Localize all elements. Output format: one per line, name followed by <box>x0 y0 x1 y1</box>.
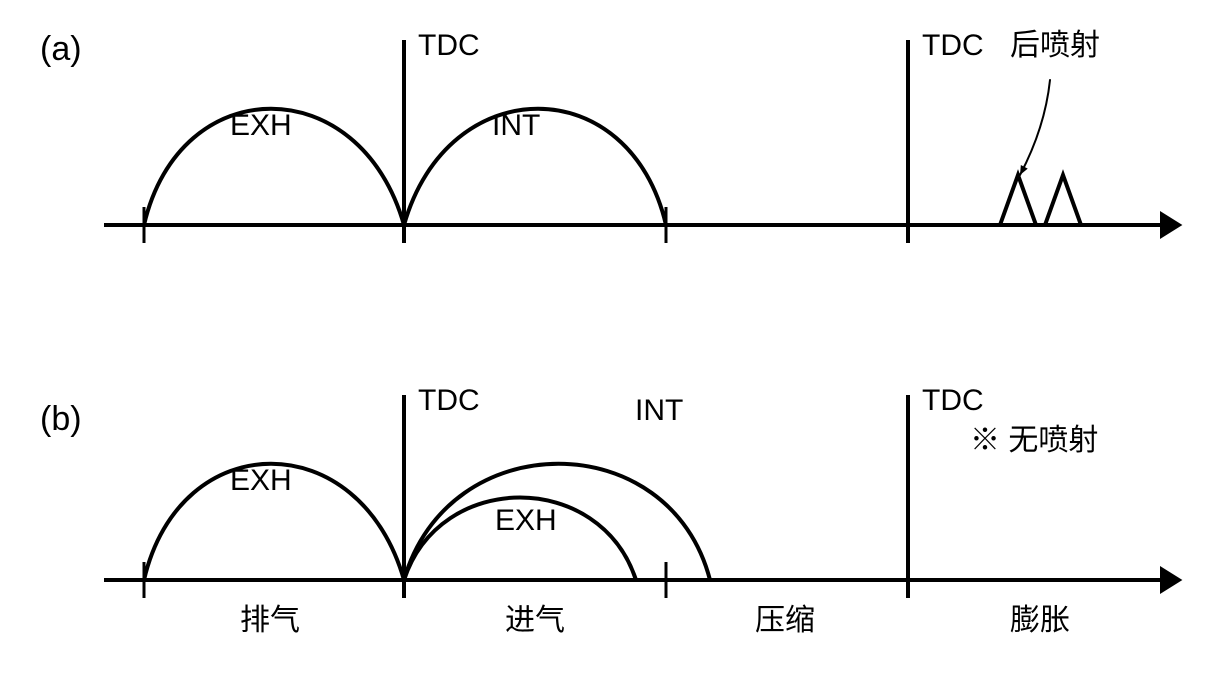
post-inj-label: 后喷射 <box>1010 29 1100 62</box>
valve-timing-diagram: (a) TDC TDC EXH INT 后喷射 (b) TDC TDC EXH INT EXH ※ 无喷… <box>0 0 1231 689</box>
phase-compress-label: 压缩 <box>755 604 815 637</box>
no-injection-label: ※ 无喷射 <box>970 424 1098 457</box>
phase-expand-label: 膨胀 <box>1010 604 1070 637</box>
panel-b-exh1-label: EXH <box>230 464 292 497</box>
phase-intake-label: 进气 <box>505 604 565 637</box>
phase-exhaust-label: 排气 <box>240 604 300 637</box>
panel-a-tdc2-label: TDC <box>922 29 984 62</box>
post-inj-tri1 <box>1000 175 1036 225</box>
post-inj-tri2 <box>1045 175 1081 225</box>
panel-a-exh-label: EXH <box>230 109 292 142</box>
panel-b-tdc2-label: TDC <box>922 384 984 417</box>
panel-b-int-curve <box>404 464 710 580</box>
panel-b-int-label: INT <box>635 394 683 427</box>
panel-b-exh2-label: EXH <box>495 504 557 537</box>
post-inj-leader <box>1020 80 1050 175</box>
panel-b-label: (b) <box>40 400 82 438</box>
panel-a-label: (a) <box>40 30 82 68</box>
panel-a-axis-arrowhead <box>1160 211 1182 239</box>
panel-a-tdc1-label: TDC <box>418 29 480 62</box>
panel-b-axis-arrowhead <box>1160 566 1182 594</box>
panel-a-int-label: INT <box>492 109 540 142</box>
panel-b-tdc1-label: TDC <box>418 384 480 417</box>
diagram-container: (a) TDC TDC EXH INT 后喷射 (b) TDC TDC EXH INT EXH ※ 无喷… <box>0 0 1231 689</box>
